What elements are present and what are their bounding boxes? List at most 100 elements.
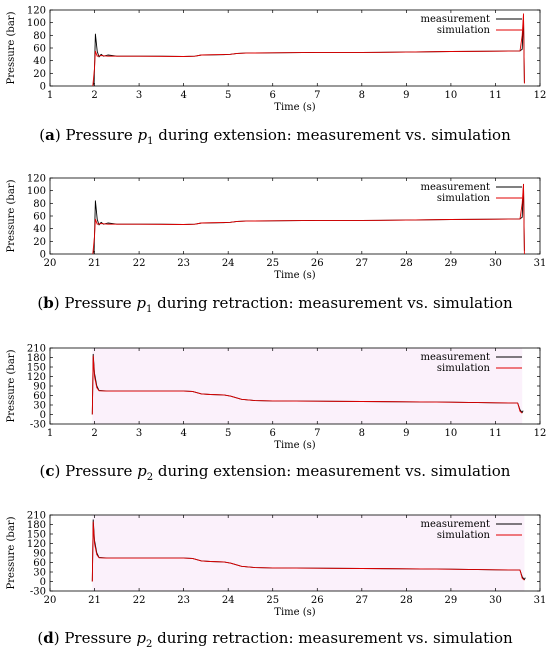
y-tick-label: 60 bbox=[33, 558, 46, 569]
x-axis-label: Time (s) bbox=[274, 102, 315, 113]
y-tick-label: 100 bbox=[27, 18, 46, 29]
x-tick-label: 22 bbox=[133, 258, 146, 269]
x-tick-label: 12 bbox=[534, 90, 547, 101]
caption-d: (d) Pressure p2 during retraction: measu… bbox=[37, 629, 513, 650]
x-axis-label: Time (s) bbox=[274, 440, 315, 451]
x-tick-label: 6 bbox=[270, 90, 276, 101]
caption-sub: 1 bbox=[145, 304, 153, 315]
legend-label-simulation: simulation bbox=[437, 193, 491, 204]
y-tick-label: 60 bbox=[33, 391, 46, 402]
y-tick-label: 100 bbox=[27, 186, 46, 197]
y-axis-label: Pressure (bar) bbox=[6, 349, 17, 422]
y-axis-label: Pressure (bar) bbox=[6, 11, 17, 84]
caption-a: (a) Pressure p1 during extension: measur… bbox=[39, 126, 511, 147]
x-tick-label: 11 bbox=[489, 90, 502, 101]
y-tick-label: 0 bbox=[40, 577, 46, 588]
x-tick-label: 24 bbox=[222, 258, 235, 269]
caption-text-pre: Pressure bbox=[64, 294, 137, 312]
y-axis-label: Pressure (bar) bbox=[6, 516, 17, 589]
x-tick-label: 24 bbox=[222, 595, 235, 606]
caption-tag: a bbox=[45, 126, 55, 144]
x-tick-label: 27 bbox=[355, 595, 368, 606]
series-line-simulation bbox=[91, 355, 523, 415]
x-tick-label: 8 bbox=[359, 428, 365, 439]
caption-tag: b bbox=[43, 294, 54, 312]
y-tick-label: 30 bbox=[33, 401, 46, 412]
x-tick-label: 23 bbox=[177, 595, 190, 606]
x-tick-label: 3 bbox=[136, 90, 142, 101]
x-tick-label: 21 bbox=[88, 258, 101, 269]
x-tick-label: 20 bbox=[44, 258, 57, 269]
legend-label-measurement: measurement bbox=[421, 519, 491, 530]
x-tick-label: 9 bbox=[403, 428, 409, 439]
x-tick-label: 2 bbox=[91, 90, 97, 101]
caption-text-post: during extension: measurement vs. simula… bbox=[153, 126, 511, 144]
x-tick-label: 2 bbox=[91, 428, 97, 439]
figure-panel-d: 20 21 22 23 24 25 26 27 28 29 30 31 -30 0 30 60 90 120 150… bbox=[0, 505, 550, 659]
x-tick-label: 4 bbox=[180, 90, 186, 101]
y-tick-label: 20 bbox=[33, 237, 46, 248]
caption-text-pre: Pressure bbox=[65, 126, 138, 144]
y-tick-label: 180 bbox=[27, 353, 46, 364]
x-tick-label: 28 bbox=[400, 258, 413, 269]
y-tick-label: 120 bbox=[27, 174, 46, 185]
caption-tag: d bbox=[43, 629, 54, 647]
x-tick-label: 26 bbox=[311, 595, 324, 606]
x-tick-label: 28 bbox=[400, 595, 413, 606]
legend-label-measurement: measurement bbox=[421, 182, 491, 193]
series-line-simulation bbox=[91, 521, 525, 582]
series-line-simulation bbox=[92, 183, 525, 255]
y-tick-label: 90 bbox=[33, 382, 46, 393]
x-tick-label: 31 bbox=[534, 595, 547, 606]
x-tick-label: 12 bbox=[534, 428, 547, 439]
series-line-simulation bbox=[92, 13, 525, 87]
y-tick-label: 180 bbox=[27, 520, 46, 531]
x-tick-label: 31 bbox=[534, 258, 547, 269]
x-tick-label: 20 bbox=[44, 595, 57, 606]
legend-label-measurement: measurement bbox=[421, 14, 491, 25]
caption-var: p bbox=[136, 294, 146, 312]
x-tick-label: 26 bbox=[311, 258, 324, 269]
x-tick-label: 30 bbox=[489, 595, 502, 606]
legend-label-simulation: simulation bbox=[437, 25, 491, 36]
figure-panel-b: 20 21 22 23 24 25 26 27 28 29 30 31 0 20 40 60 80 100 120 T… bbox=[0, 168, 550, 328]
x-tick-label: 3 bbox=[136, 428, 142, 439]
y-tick-label: 60 bbox=[33, 44, 46, 55]
caption-var: p bbox=[137, 126, 148, 144]
y-tick-label: 150 bbox=[27, 363, 46, 374]
x-tick-label: 21 bbox=[88, 595, 101, 606]
caption-var: p bbox=[137, 462, 147, 480]
x-tick-label: 5 bbox=[225, 90, 231, 101]
caption-c: (c) Pressure p2 during extension: measur… bbox=[39, 462, 511, 483]
chart-b: 20 21 22 23 24 25 26 27 28 29 30 31020406080100120T… bbox=[6, 174, 547, 282]
figure-panel-a: 1 2 3 4 5 6 7 8 9 10 11 12 0 20 40 60 80 100 120 Time (s) Pr… bbox=[0, 0, 550, 160]
background-band bbox=[92, 515, 525, 591]
x-tick-label: 7 bbox=[314, 428, 320, 439]
y-tick-label: 90 bbox=[33, 549, 46, 560]
x-axis-label: Time (s) bbox=[274, 270, 315, 281]
x-tick-label: 8 bbox=[359, 90, 365, 101]
y-tick-label: 60 bbox=[33, 212, 46, 223]
y-tick-label: 0 bbox=[40, 82, 46, 93]
caption-b: (b) Pressure p1 during retraction: measu… bbox=[37, 294, 513, 315]
x-axis-label: Time (s) bbox=[274, 607, 315, 618]
x-tick-label: 5 bbox=[225, 428, 231, 439]
legend-label-measurement: measurement bbox=[421, 352, 491, 363]
x-tick-label: 22 bbox=[133, 595, 146, 606]
caption-sub: 2 bbox=[146, 472, 154, 483]
caption-text-post: during retraction: measurement vs. simul… bbox=[152, 629, 513, 647]
x-tick-label: 7 bbox=[314, 90, 320, 101]
y-tick-label: 40 bbox=[33, 224, 46, 235]
y-tick-label: 30 bbox=[33, 568, 46, 579]
caption-tag: c bbox=[45, 462, 55, 480]
x-tick-label: 25 bbox=[266, 595, 279, 606]
x-tick-label: 23 bbox=[177, 258, 190, 269]
legend-label-simulation: simulation bbox=[437, 530, 491, 541]
y-tick-label: 40 bbox=[33, 56, 46, 67]
y-tick-label: 120 bbox=[27, 372, 46, 383]
y-tick-label: 150 bbox=[27, 530, 46, 541]
y-tick-label: 120 bbox=[27, 539, 46, 550]
figure-panel-c: 1 2 3 4 5 6 7 8 9 10 11 12 -30 0 30 60 90 120 150 180 210 Tim… bbox=[0, 338, 550, 488]
caption-text-pre: Pressure bbox=[64, 629, 137, 647]
